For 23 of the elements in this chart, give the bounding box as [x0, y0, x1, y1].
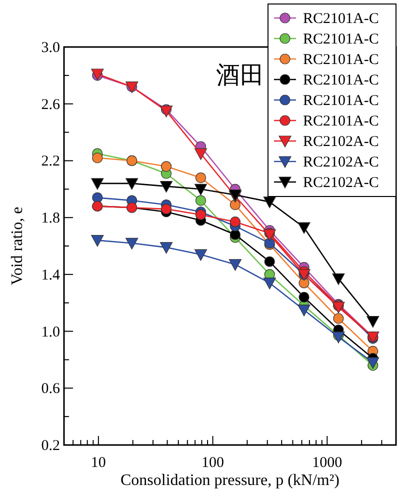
y-tick-label: 2.2	[41, 154, 60, 170]
y-tick-label: 3.0	[41, 40, 60, 56]
legend-label: RC2101A-C	[303, 52, 379, 68]
y-tick-label: 1.8	[41, 210, 60, 227]
legend-label: RC2101A-C	[303, 32, 379, 48]
legend-label: RC2101A-C	[303, 93, 379, 109]
legend-label: RC2102A-C	[303, 175, 379, 191]
legend-label: RC2101A-C	[303, 114, 379, 130]
x-axis-title: Consolidation pressure, p (kN/m²)	[120, 472, 340, 489]
legend-label: RC2101A-C	[303, 72, 379, 88]
x-tick-label: 1000	[312, 455, 342, 471]
legend-label: RC2101A-C	[303, 11, 379, 27]
legend-label: RC2102A-C	[303, 134, 379, 150]
annotation: 酒田	[216, 63, 264, 89]
y-tick-label: 2.6	[41, 96, 60, 113]
x-tick-label: 100	[202, 455, 224, 471]
y-tick-label: 0.2	[41, 438, 60, 454]
y-tick-label: 1.4	[41, 267, 60, 284]
legend-label: RC2102A-C	[303, 154, 379, 170]
y-tick-label: 0.6	[41, 381, 60, 398]
x-tick-label: 10	[90, 455, 106, 471]
y-tick-label: 1.0	[41, 324, 60, 340]
y-axis-title: Void ratio, e	[9, 206, 26, 286]
